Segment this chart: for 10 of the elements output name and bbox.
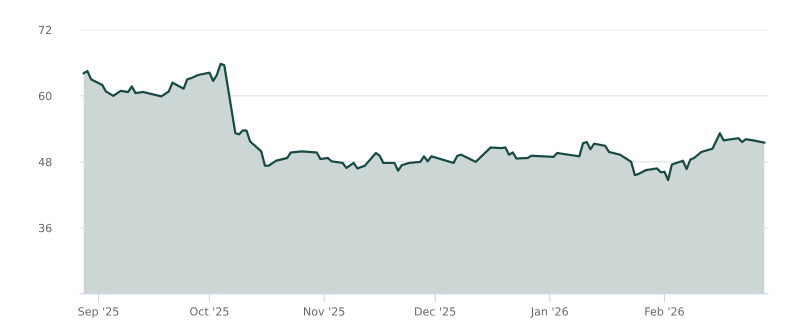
x-tick-label: Nov '25 xyxy=(304,307,344,316)
y-tick-label: 72 xyxy=(38,26,52,34)
y-tick-label: 48 xyxy=(38,158,52,166)
x-tick-label: Sep '25 xyxy=(78,307,118,318)
x-tick-label: Feb '26 xyxy=(645,307,684,316)
y-tick-label: 36 xyxy=(38,224,52,232)
x-tick-label: Jan '26 xyxy=(530,307,568,318)
y-tick-label: 60 xyxy=(38,92,52,100)
x-tick-label: Oct '25 xyxy=(190,307,228,316)
x-tick-label: Dec '25 xyxy=(415,307,456,316)
